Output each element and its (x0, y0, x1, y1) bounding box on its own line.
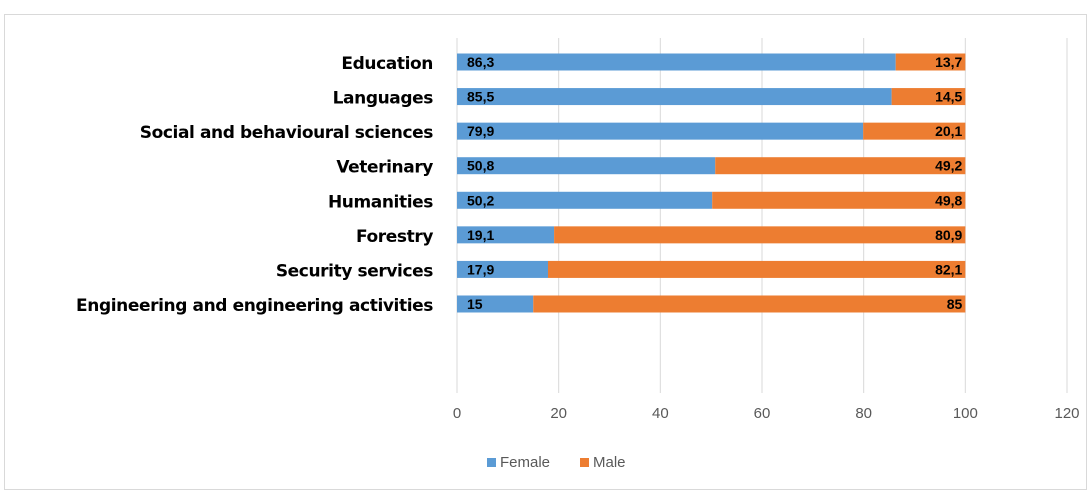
bar-female (457, 122, 864, 140)
bar-female (457, 295, 534, 313)
legend-swatch-male (580, 458, 589, 467)
data-label: 49,2 (935, 158, 962, 174)
bar-male (863, 122, 966, 140)
data-label: 14,5 (935, 89, 962, 105)
bar-male (547, 260, 966, 278)
category-label: Security services (276, 261, 433, 281)
data-label: 79,9 (467, 123, 494, 139)
bar-female (457, 260, 548, 278)
x-tick-label: 20 (550, 405, 567, 422)
x-tick-label: 0 (453, 405, 461, 422)
data-label: 80,9 (935, 227, 962, 243)
x-tick-label: 60 (754, 405, 771, 422)
bar-male (533, 295, 966, 313)
category-label: Languages (333, 89, 434, 109)
data-label: 50,8 (467, 158, 494, 174)
x-tick-label: 120 (1054, 405, 1079, 422)
x-tick-label: 40 (652, 405, 669, 422)
data-label: 85,5 (467, 89, 494, 105)
data-label: 86,3 (467, 54, 494, 70)
category-label: Forestry (356, 227, 433, 247)
bar-female (457, 226, 555, 244)
data-label: 19,1 (467, 227, 494, 243)
category-label: Education (341, 54, 433, 74)
data-label: 85 (947, 296, 963, 312)
category-label: Social and behavioural sciences (140, 123, 434, 143)
data-label: 15 (467, 296, 483, 312)
x-tick-label: 100 (953, 405, 978, 422)
data-label: 50,2 (467, 192, 494, 208)
bar-male (554, 226, 966, 244)
legend-label: Male (593, 454, 626, 471)
bar-male (891, 88, 966, 106)
data-label: 20,1 (935, 123, 962, 139)
legend-swatch-female (487, 458, 496, 467)
data-label: 17,9 (467, 261, 494, 277)
data-label: 49,8 (935, 192, 962, 208)
legend-label: Female (500, 454, 550, 471)
bar-female (457, 157, 716, 175)
bar-male (715, 157, 966, 175)
bar-female (457, 53, 896, 71)
category-label: Veterinary (336, 158, 433, 178)
category-label: Engineering and engineering activities (76, 296, 433, 316)
x-tick-label: 80 (855, 405, 872, 422)
bar-female (457, 88, 892, 106)
data-label: 13,7 (935, 54, 962, 70)
bar-female (457, 191, 713, 209)
bar-male (712, 191, 966, 209)
data-label: 82,1 (935, 261, 962, 277)
category-label: Humanities (328, 192, 433, 212)
bar-male (895, 53, 966, 71)
